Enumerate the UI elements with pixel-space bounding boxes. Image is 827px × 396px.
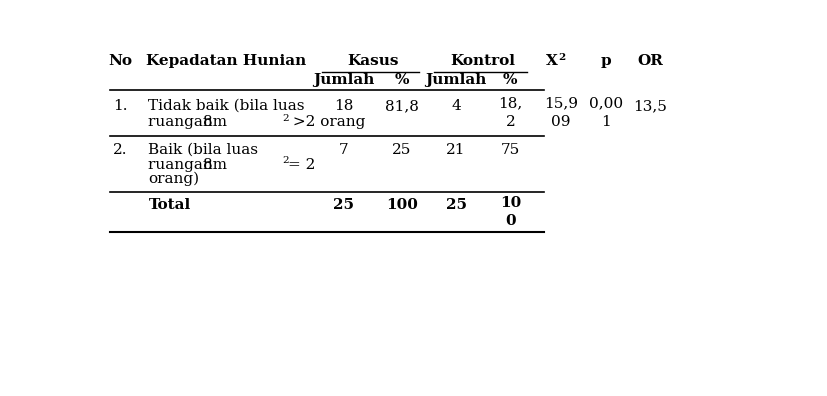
Text: Baik (bila luas: Baik (bila luas (148, 143, 258, 157)
Text: 1.: 1. (113, 99, 127, 113)
Text: 10: 10 (500, 196, 520, 210)
Text: 2: 2 (282, 156, 289, 165)
Text: 15,9: 15,9 (543, 97, 577, 111)
Text: Tidak baik (bila luas: Tidak baik (bila luas (148, 99, 304, 113)
Text: 25: 25 (392, 143, 411, 157)
Text: 75: 75 (500, 143, 519, 157)
Text: %: % (503, 73, 517, 87)
Text: No: No (108, 54, 132, 69)
Text: 21: 21 (446, 143, 466, 157)
Text: 81,8: 81,8 (385, 99, 418, 113)
Text: 0,00: 0,00 (588, 97, 622, 111)
Text: 25: 25 (332, 198, 354, 212)
Text: 2: 2 (505, 115, 514, 129)
Text: 0: 0 (504, 214, 515, 228)
Text: OR: OR (636, 54, 662, 69)
Text: Total: Total (148, 198, 190, 212)
Text: p: p (600, 54, 610, 69)
Text: 100: 100 (385, 198, 418, 212)
Text: 7: 7 (338, 143, 348, 157)
Text: 1: 1 (600, 115, 609, 129)
Text: 2: 2 (557, 53, 565, 62)
Text: 8m: 8m (203, 115, 227, 129)
Text: Kontrol: Kontrol (450, 54, 515, 69)
Text: Kepadatan Hunian: Kepadatan Hunian (146, 54, 306, 69)
Text: 2: 2 (282, 114, 289, 123)
Text: Jumlah: Jumlah (313, 73, 374, 87)
Text: 2.: 2. (113, 143, 127, 157)
Text: X: X (545, 54, 557, 69)
Text: 25: 25 (445, 198, 466, 212)
Text: ruangan: ruangan (148, 158, 218, 171)
Text: 13,5: 13,5 (632, 99, 666, 113)
Text: 18,: 18, (498, 97, 522, 111)
Text: 4: 4 (451, 99, 461, 113)
Text: ruangan: ruangan (148, 115, 218, 129)
Text: >2 orang: >2 orang (288, 115, 365, 129)
Text: = 2: = 2 (288, 158, 315, 171)
Text: orang): orang) (148, 172, 199, 187)
Text: %: % (394, 73, 409, 87)
Text: Jumlah: Jumlah (425, 73, 486, 87)
Text: 8m: 8m (203, 158, 227, 171)
Text: 09: 09 (550, 115, 570, 129)
Text: 18: 18 (333, 99, 353, 113)
Text: Kasus: Kasus (347, 54, 398, 69)
